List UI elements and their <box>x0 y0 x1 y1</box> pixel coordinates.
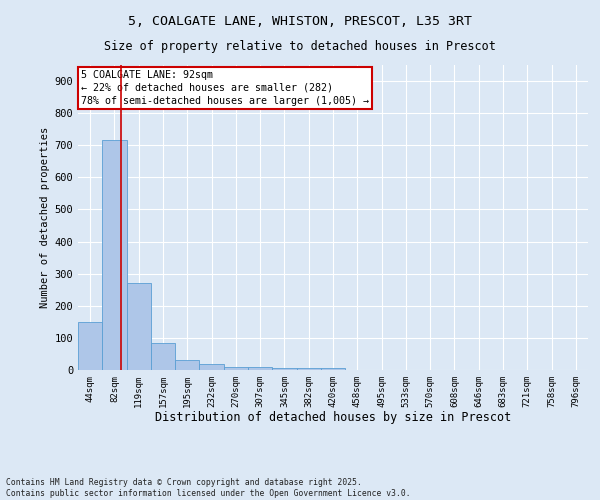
Bar <box>321 368 345 370</box>
Bar <box>102 140 127 370</box>
Bar <box>175 360 199 370</box>
Bar <box>248 367 272 370</box>
Bar <box>151 342 175 370</box>
Text: 5 COALGATE LANE: 92sqm
← 22% of detached houses are smaller (282)
78% of semi-de: 5 COALGATE LANE: 92sqm ← 22% of detached… <box>80 70 368 106</box>
Bar <box>224 367 248 370</box>
Bar <box>296 368 321 370</box>
Text: 5, COALGATE LANE, WHISTON, PRESCOT, L35 3RT: 5, COALGATE LANE, WHISTON, PRESCOT, L35 … <box>128 15 472 28</box>
Text: Contains HM Land Registry data © Crown copyright and database right 2025.
Contai: Contains HM Land Registry data © Crown c… <box>6 478 410 498</box>
Bar <box>199 364 224 370</box>
Text: Size of property relative to detached houses in Prescot: Size of property relative to detached ho… <box>104 40 496 53</box>
Bar <box>78 322 102 370</box>
Bar <box>272 368 296 370</box>
X-axis label: Distribution of detached houses by size in Prescot: Distribution of detached houses by size … <box>155 412 511 424</box>
Y-axis label: Number of detached properties: Number of detached properties <box>40 127 50 308</box>
Bar <box>127 284 151 370</box>
